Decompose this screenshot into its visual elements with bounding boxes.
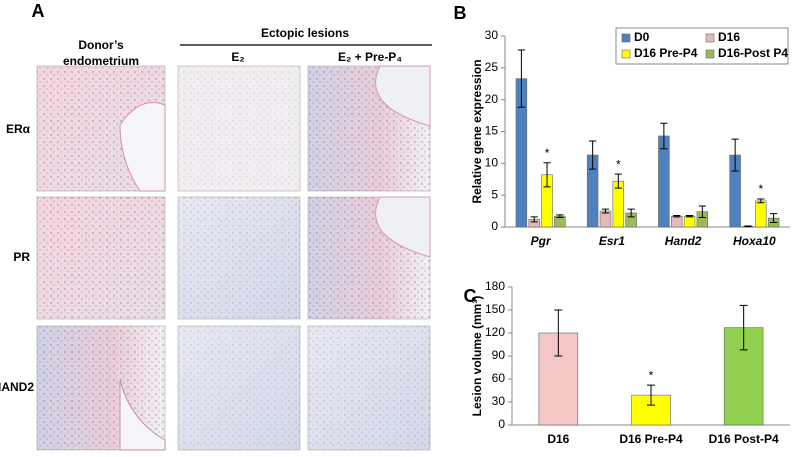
lumen: [119, 379, 166, 451]
error-bar: [614, 173, 622, 189]
legend-swatch: [705, 33, 715, 43]
x-tick-label: Hand2: [665, 234, 702, 248]
legend-swatch: [705, 49, 715, 59]
x-tick-label: Pgr: [531, 234, 552, 248]
error-bar: [698, 205, 706, 218]
significance-marker: *: [616, 157, 621, 171]
error-bar: [517, 49, 525, 108]
column-header: E₂: [231, 50, 244, 64]
error-bar: [673, 215, 681, 218]
legend-label: D0: [634, 30, 650, 44]
y-tick-label: 150: [485, 302, 505, 316]
error-bar: [731, 138, 739, 172]
column-header: endometrium: [63, 54, 139, 68]
legend-label: D16 Pre-P4: [634, 46, 698, 60]
x-tick-label: Hoxa10: [733, 234, 776, 248]
error-bar: [627, 208, 635, 218]
error-bar: [554, 309, 563, 357]
y-tick-label: 30: [485, 28, 499, 42]
row-label: HAND2: [0, 380, 34, 394]
y-tick-label: 15: [485, 124, 499, 138]
error-bar: [543, 162, 551, 188]
y-tick-label: 0: [498, 417, 505, 431]
column-header: E₂ + Pre-P₄: [338, 50, 402, 64]
error-bar: [589, 140, 597, 170]
y-axis-label: Relative gene expression: [470, 59, 484, 203]
y-tick-label: 25: [485, 60, 499, 74]
lumen: [375, 65, 431, 127]
y-axis-label: Lesion volume (mm³): [470, 296, 484, 417]
error-bar: [685, 215, 694, 218]
x-tick-label: Esr1: [599, 234, 625, 248]
y-tick-label: 0: [491, 219, 498, 233]
error-bar: [530, 216, 538, 223]
micrograph-texture: [37, 66, 430, 450]
x-tick-label: D16: [547, 432, 569, 446]
y-tick-label: 90: [492, 348, 506, 362]
bar: [670, 215, 683, 228]
y-tick-label: 120: [485, 325, 505, 339]
row-label: ERα: [6, 122, 31, 136]
lumen: [375, 196, 431, 258]
panel-label: A: [32, 1, 45, 21]
legend: D0 D16 D16 Pre-P4 D16-Post P4: [615, 27, 789, 65]
error-bar: [660, 122, 668, 150]
error-bar: [770, 213, 778, 224]
error-bar: [601, 208, 610, 214]
significance-marker: *: [545, 146, 550, 160]
legend-label: D16-Post P4: [718, 46, 788, 60]
y-tick-label: 180: [485, 279, 505, 293]
x-tick-label: D16 Post-P4: [709, 432, 779, 446]
error-bar: [556, 214, 564, 218]
panel-label: B: [454, 3, 467, 23]
legend-label: D16: [718, 30, 740, 44]
y-tick-label: 5: [491, 187, 498, 201]
error-bar: [744, 225, 752, 228]
column-header: Donor’s: [78, 38, 124, 52]
row-label: PR: [13, 250, 30, 264]
significance-marker: *: [649, 368, 654, 382]
x-tick-label: D16 Pre-P4: [619, 432, 683, 446]
legend-swatch: [621, 49, 631, 59]
group-header: Ectopic lesions: [261, 26, 349, 40]
error-bar: [647, 384, 655, 406]
panel-a: A Donor’s endometrium Ectopic lesions E₂…: [0, 1, 432, 451]
bar: [683, 215, 696, 228]
legend-box: [615, 27, 789, 65]
y-tick-label: 30: [492, 394, 506, 408]
lumen: [119, 102, 166, 192]
bar: [755, 200, 767, 228]
y-tick-label: 10: [485, 156, 499, 170]
significance-marker: *: [758, 182, 763, 196]
y-tick-label: 20: [485, 92, 499, 106]
y-tick-label: 60: [492, 371, 506, 385]
error-bar: [739, 304, 748, 351]
legend-swatch: [621, 33, 631, 43]
bar: [658, 135, 670, 228]
panel-label: C: [464, 286, 477, 306]
error-bar: [757, 198, 765, 204]
